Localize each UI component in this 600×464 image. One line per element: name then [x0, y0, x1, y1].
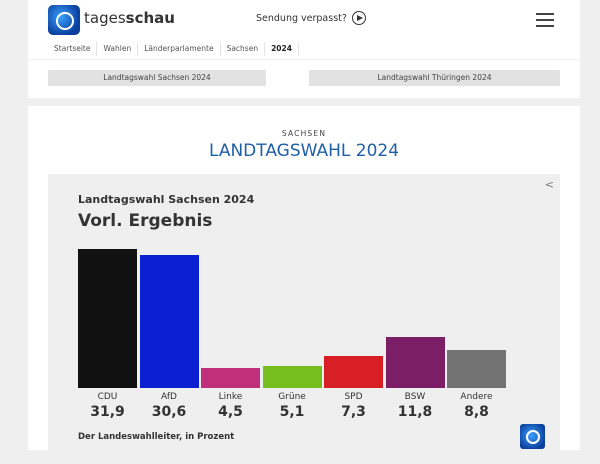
chart-source: Der Landeswahlleiter, in Prozent	[78, 432, 235, 442]
chart: < Landtagswahl Sachsen 2024 Vorl. Ergebn…	[48, 174, 560, 464]
tagesschau-logo-icon[interactable]	[48, 5, 80, 35]
category-label: AfD	[161, 392, 177, 402]
main-content: SACHSEN LANDTAGSWAHL 2024 < Landtagswahl…	[28, 106, 580, 464]
value-label: 31,9	[90, 404, 125, 420]
breadcrumb-item[interactable]: Sachsen	[221, 42, 266, 56]
value-label: 11,8	[397, 404, 433, 420]
category-label: SPD	[344, 392, 363, 402]
page-title: LANDTAGSWAHL 2024	[208, 141, 400, 161]
bar-grüne	[262, 365, 322, 388]
category-label: Grüne	[278, 392, 306, 402]
site-header: tagesschau Sendung verpasst? Startseite …	[28, 0, 580, 98]
value-label: 30,6	[151, 404, 187, 420]
brand-name[interactable]: tagesschau	[84, 9, 175, 27]
bar-cdu	[78, 249, 137, 388]
breadcrumb-item[interactable]: Startseite	[48, 42, 98, 56]
breadcrumb-item[interactable]: Länderparlamente	[138, 42, 221, 56]
kicker: SACHSEN	[281, 129, 327, 138]
value-label: 4,5	[218, 404, 243, 420]
play-icon	[351, 11, 366, 25]
category-label: Linke	[218, 392, 243, 402]
chart-subtitle: Landtagswahl Sachsen 2024	[78, 193, 255, 206]
category-label: CDU	[97, 392, 118, 402]
missed-label: Sendung verpasst?	[256, 12, 347, 24]
value-label: 7,3	[341, 404, 366, 420]
tab-sachsen[interactable]: Landtagswahl Sachsen 2024	[48, 70, 266, 86]
brand-light: tages	[84, 9, 126, 27]
value-label: 5,1	[279, 404, 305, 420]
bar-afd	[139, 254, 199, 388]
share-icon[interactable]: <	[544, 178, 554, 191]
tab-thueringen[interactable]: Landtagswahl Thüringen 2024	[309, 70, 560, 86]
category-label: Andere	[460, 392, 493, 402]
breadcrumb: Startseite Wahlen Länderparlamente Sachs…	[48, 42, 299, 56]
tagesschau-logo-icon	[520, 424, 545, 449]
missed-show-link[interactable]: Sendung verpasst?	[256, 11, 366, 25]
breadcrumb-item[interactable]: Wahlen	[97, 42, 139, 56]
bar-spd	[324, 356, 383, 388]
chart-title: Vorl. Ergebnis	[78, 211, 213, 231]
value-label: 8,8	[464, 404, 489, 420]
brand-bold: schau	[125, 9, 175, 27]
breadcrumb-item[interactable]: 2024	[265, 42, 299, 56]
bar-bsw	[385, 336, 445, 388]
divider	[28, 59, 580, 60]
bar-andere	[447, 349, 506, 388]
hamburger-menu-icon[interactable]	[536, 13, 554, 31]
bar-linke	[201, 368, 260, 388]
category-label: BSW	[404, 392, 426, 402]
